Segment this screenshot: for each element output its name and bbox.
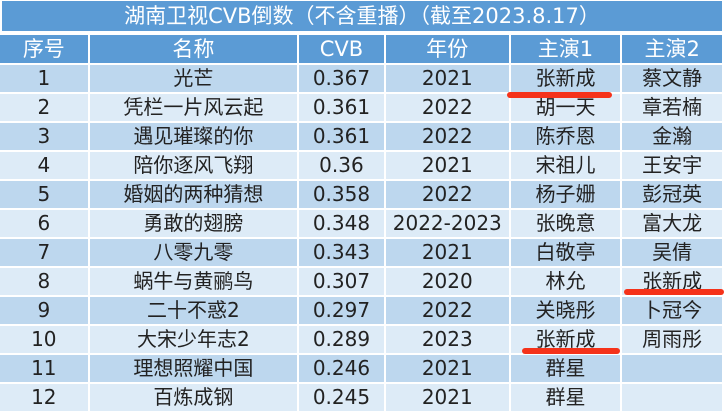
- table-cell: 八零九零: [89, 239, 298, 266]
- table-cell: 金瀚: [622, 123, 722, 150]
- column-header: 序号: [0, 35, 88, 63]
- table-cell: 0.361: [299, 123, 384, 150]
- table-cell: 2021: [385, 384, 509, 411]
- table-cell: 0.307: [299, 268, 384, 295]
- highlight-underline: [522, 348, 620, 354]
- table-cell: 0.289: [299, 326, 384, 353]
- table-cell: 10: [0, 326, 88, 353]
- highlight-underline: [507, 92, 612, 98]
- table-cell: 王安宇: [622, 152, 722, 179]
- cvb-table: 序号 名称 CVB 年份 主演1 主演2 1 光芒 0.367 2021 张新成 蔡文静 2 凭栏一片风…: [0, 33, 724, 413]
- table-cell: 2022: [385, 297, 509, 324]
- table-row: 3 遇见璀璨的你 0.361 2022 陈乔恩 金瀚: [0, 123, 722, 150]
- column-header: 年份: [385, 35, 509, 63]
- table-row: 5 婚姻的两种猜想 0.358 2022 杨子姗 彭冠英: [0, 181, 722, 208]
- table-cell: 2022: [385, 94, 509, 121]
- column-header: 主演2: [622, 35, 722, 63]
- table-row: 7 八零九零 0.343 2021 白敬亭 吴倩: [0, 239, 722, 266]
- table-cell: 6: [0, 210, 88, 237]
- table-cell: 2022: [385, 181, 509, 208]
- table-cell: 3: [0, 123, 88, 150]
- table-cell: 2021: [385, 239, 509, 266]
- table-row: 6 勇敢的翅膀 0.348 2022-2023 张晚意 富大龙: [0, 210, 722, 237]
- table-cell: 0.358: [299, 181, 384, 208]
- table-cell: 11: [0, 355, 88, 382]
- table-cell: 群星: [510, 355, 621, 382]
- table-cell: 富大龙: [622, 210, 722, 237]
- table-cell: 2022-2023: [385, 210, 509, 237]
- table-cell: 二十不惑2: [89, 297, 298, 324]
- table-cell: 2021: [385, 355, 509, 382]
- table-cell: 8: [0, 268, 88, 295]
- table-cell: 婚姻的两种猜想: [89, 181, 298, 208]
- table-cell: [622, 355, 722, 382]
- table-cell: 蔡文静: [622, 65, 722, 92]
- table-cell: 周雨彤: [622, 326, 722, 353]
- table-row: 4 陪你逐风飞翔 0.36 2021 宋祖儿 王安宇: [0, 152, 722, 179]
- table-cell: 2022: [385, 123, 509, 150]
- table-cell: 2: [0, 94, 88, 121]
- table-row: 8 蜗牛与黄鹂鸟 0.307 2020 林允 张新成: [0, 268, 722, 295]
- table-cell: 0.361: [299, 94, 384, 121]
- table-cell: 张新成: [510, 65, 621, 92]
- table-cell: 0.297: [299, 297, 384, 324]
- table-cell: 百炼成钢: [89, 384, 298, 411]
- column-header: CVB: [299, 35, 384, 63]
- table-cell: 0.245: [299, 384, 384, 411]
- table-cell: 白敬亭: [510, 239, 621, 266]
- table-cell: 关晓彤: [510, 297, 621, 324]
- table-cell: 杨子姗: [510, 181, 621, 208]
- table-cell: 理想照耀中国: [89, 355, 298, 382]
- table-cell: 光芒: [89, 65, 298, 92]
- column-header: 主演1: [510, 35, 621, 63]
- table-cell: 9: [0, 297, 88, 324]
- table-cell: 0.36: [299, 152, 384, 179]
- table-row: 10 大宋少年志2 0.289 2023 张新成 周雨彤: [0, 326, 722, 353]
- table-cell: 4: [0, 152, 88, 179]
- table-cell: 1: [0, 65, 88, 92]
- table-cell: [622, 384, 722, 411]
- table-cell: 0.348: [299, 210, 384, 237]
- table-cell: 0.343: [299, 239, 384, 266]
- table-cell: 大宋少年志2: [89, 326, 298, 353]
- table-cell: 0.367: [299, 65, 384, 92]
- table-cell: 2023: [385, 326, 509, 353]
- table-cell: 宋祖儿: [510, 152, 621, 179]
- table-cell: 林允: [510, 268, 621, 295]
- highlight-underline: [624, 289, 724, 295]
- table-cell: 5: [0, 181, 88, 208]
- table-cell: 凭栏一片风云起: [89, 94, 298, 121]
- table-cell: 张晚意: [510, 210, 621, 237]
- table-cell: 彭冠英: [622, 181, 722, 208]
- table-row: 12 百炼成钢 0.245 2021 群星: [0, 384, 722, 411]
- table-cell: 2020: [385, 268, 509, 295]
- table-cell: 吴倩: [622, 239, 722, 266]
- table-row: 2 凭栏一片风云起 0.361 2022 胡一天 章若楠: [0, 94, 722, 121]
- table-row: 11 理想照耀中国 0.246 2021 群星: [0, 355, 722, 382]
- table-cell: 2021: [385, 152, 509, 179]
- table-cell: 12: [0, 384, 88, 411]
- table-row: 1 光芒 0.367 2021 张新成 蔡文静: [0, 65, 722, 92]
- table-cell: 0.246: [299, 355, 384, 382]
- header-row: 序号 名称 CVB 年份 主演1 主演2: [0, 35, 722, 63]
- table-row: 9 二十不惑2 0.297 2022 关晓彤 卜冠今: [0, 297, 722, 324]
- column-header: 名称: [89, 35, 298, 63]
- table-cell: 7: [0, 239, 88, 266]
- table-title: 湖南卫视CVB倒数（不含重播）（截至2023.8.17）: [2, 1, 722, 31]
- table-cell: 卜冠今: [622, 297, 722, 324]
- table-cell: 陪你逐风飞翔: [89, 152, 298, 179]
- table-cell: 蜗牛与黄鹂鸟: [89, 268, 298, 295]
- table-cell: 群星: [510, 384, 621, 411]
- table-cell: 2021: [385, 65, 509, 92]
- table-cell: 陈乔恩: [510, 123, 621, 150]
- table-cell: 章若楠: [622, 94, 722, 121]
- table-cell: 胡一天: [510, 94, 621, 121]
- table-cell: 遇见璀璨的你: [89, 123, 298, 150]
- table-cell: 勇敢的翅膀: [89, 210, 298, 237]
